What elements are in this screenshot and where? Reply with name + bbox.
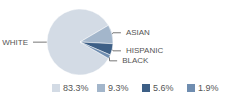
svg-text:ASIAN: ASIAN (126, 28, 150, 37)
svg-text:HISPANIC: HISPANIC (126, 46, 163, 55)
svg-text:WHITE: WHITE (2, 38, 28, 47)
svg-text:83.3%: 83.3% (63, 83, 89, 93)
svg-text:BLACK: BLACK (122, 56, 149, 65)
svg-text:9.3%: 9.3% (108, 83, 129, 93)
svg-text:5.6%: 5.6% (153, 83, 174, 93)
svg-text:1.9%: 1.9% (198, 83, 219, 93)
